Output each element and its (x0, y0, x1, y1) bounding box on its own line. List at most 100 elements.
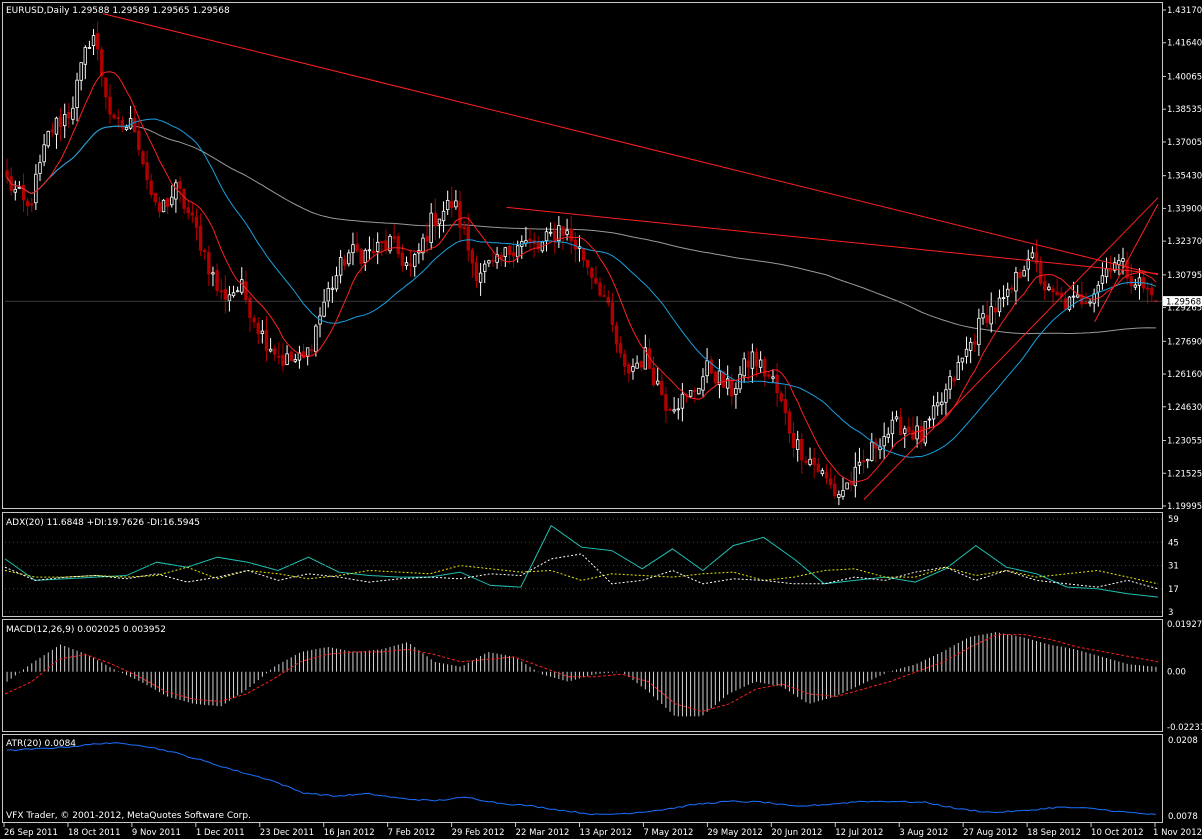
price-axis-label: 1.19995 (1167, 502, 1202, 512)
candle (433, 198, 438, 241)
candle-body (235, 290, 240, 293)
candle (91, 29, 96, 56)
candle (614, 321, 619, 353)
candle-body (87, 47, 92, 49)
candle-body (256, 322, 260, 334)
macd-pane[interactable] (2, 619, 1163, 732)
candle-body (791, 432, 796, 448)
candle-body (1005, 288, 1010, 297)
candle-body (207, 252, 211, 275)
candle (1146, 282, 1150, 304)
candle-body (639, 360, 643, 368)
current-price-marker: 1.29568 (1163, 296, 1202, 308)
candle-body (396, 236, 400, 254)
candle (861, 449, 866, 474)
candle (137, 120, 141, 156)
candle (17, 181, 22, 189)
candle (787, 408, 792, 443)
candle (219, 278, 223, 300)
candle (252, 314, 256, 329)
candle (1117, 253, 1121, 276)
price-axis-label: 1.26160 (1167, 370, 1202, 380)
price-plot-area (5, 13, 1162, 506)
candle (898, 407, 903, 436)
current-price-box (1163, 296, 1202, 307)
candle-body (1010, 287, 1014, 290)
candle (754, 348, 759, 378)
candle-body (713, 371, 718, 384)
candle-body (83, 47, 87, 65)
candle (260, 319, 265, 344)
candle (454, 190, 458, 210)
candle-body (857, 461, 862, 466)
candle-body (351, 244, 355, 254)
candle-body (1026, 258, 1030, 270)
candle (174, 179, 178, 213)
candle-body (194, 216, 199, 228)
candle-body (174, 182, 178, 200)
candle-body (392, 236, 396, 239)
atr-plot-area (7, 742, 1156, 816)
candle-body (338, 257, 343, 276)
candle-body (404, 262, 409, 267)
time-axis-label: 9 Nov 2011 (132, 828, 181, 838)
candle-body (820, 470, 825, 475)
candle (680, 383, 685, 422)
time-axis-label: 16 Jan 2012 (324, 828, 375, 838)
candle-body (289, 351, 293, 362)
candle (1047, 283, 1051, 292)
candle (940, 392, 944, 415)
candle-body (330, 287, 335, 290)
candle (701, 368, 705, 397)
candle-body (1034, 252, 1039, 264)
candle-body (618, 343, 623, 354)
time-axis: 26 Sep 2011 18 Oct 2011 9 Nov 2011 1 Dec 20… (3, 823, 1202, 838)
candle-body (548, 231, 553, 234)
candle (923, 420, 928, 447)
atr-pane[interactable] (2, 734, 1163, 823)
candle (594, 265, 598, 285)
candle (178, 176, 182, 203)
candle (944, 383, 948, 417)
candle (590, 266, 594, 290)
candle (997, 289, 1002, 317)
candle-body (948, 376, 952, 390)
candle-body (816, 463, 820, 473)
candle-body (602, 295, 606, 297)
candle (371, 238, 376, 258)
adx-axis-label: 3 (1168, 608, 1173, 618)
candle (75, 72, 79, 122)
candle (21, 173, 26, 212)
candle-body (1146, 287, 1150, 290)
candle (779, 390, 783, 403)
candle-body (116, 117, 120, 120)
candle (585, 259, 590, 276)
atr-axis-label: 0.0078 (1168, 812, 1198, 822)
candle (927, 416, 932, 429)
candle-body (1022, 270, 1026, 277)
candle (841, 477, 845, 500)
trendline (102, 13, 1159, 276)
candle-body (133, 118, 137, 133)
candle-body (54, 117, 59, 135)
candle (800, 433, 804, 474)
candle (1137, 268, 1142, 300)
trendline (506, 206, 1159, 275)
candle (165, 197, 170, 215)
candle-body (705, 360, 709, 377)
candle (310, 344, 314, 355)
adx-pane[interactable] (2, 512, 1163, 617)
candle-body (1055, 291, 1059, 296)
candle-body (544, 231, 549, 242)
candle (1088, 298, 1092, 307)
candle-body (363, 249, 368, 263)
candle (108, 84, 112, 124)
candle-body (347, 252, 351, 265)
candle (660, 372, 664, 396)
candle (886, 427, 890, 443)
candle (1018, 268, 1022, 279)
price-pane[interactable] (2, 2, 1163, 509)
candle (400, 244, 405, 272)
candle (742, 352, 746, 383)
